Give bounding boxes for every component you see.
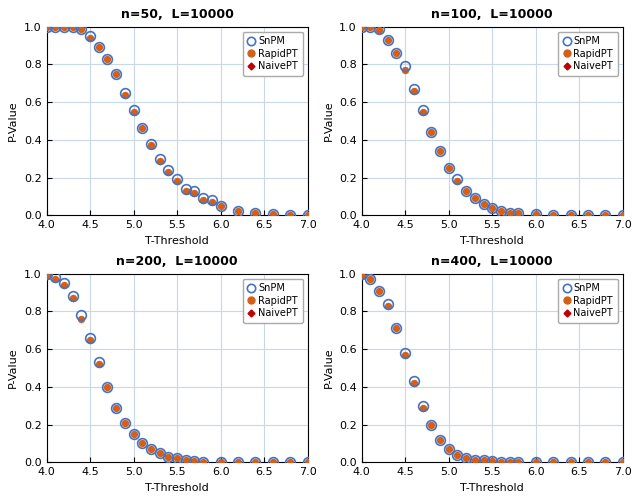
X-axis label: T-Threshold: T-Threshold: [460, 235, 524, 245]
X-axis label: T-Threshold: T-Threshold: [145, 482, 209, 492]
Legend: SnPM, RapidPT, NaivePT: SnPM, RapidPT, NaivePT: [243, 32, 303, 76]
Legend: SnPM, RapidPT, NaivePT: SnPM, RapidPT, NaivePT: [243, 279, 303, 323]
Y-axis label: P-Value: P-Value: [323, 348, 333, 388]
Y-axis label: P-Value: P-Value: [8, 101, 19, 141]
X-axis label: T-Threshold: T-Threshold: [145, 235, 209, 245]
Title: n=50,  L=10000: n=50, L=10000: [120, 9, 234, 22]
Legend: SnPM, RapidPT, NaivePT: SnPM, RapidPT, NaivePT: [558, 32, 618, 76]
Title: n=200,  L=10000: n=200, L=10000: [116, 256, 238, 269]
Y-axis label: P-Value: P-Value: [8, 348, 19, 388]
Legend: SnPM, RapidPT, NaivePT: SnPM, RapidPT, NaivePT: [558, 279, 618, 323]
Y-axis label: P-Value: P-Value: [323, 101, 333, 141]
X-axis label: T-Threshold: T-Threshold: [460, 482, 524, 492]
Title: n=400,  L=10000: n=400, L=10000: [431, 256, 553, 269]
Title: n=100,  L=10000: n=100, L=10000: [431, 9, 553, 22]
